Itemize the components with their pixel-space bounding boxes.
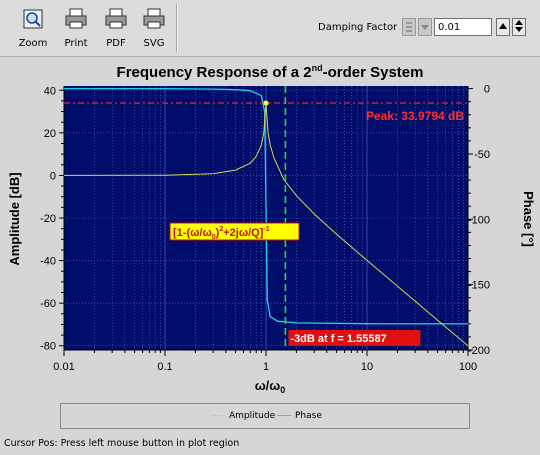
damping-wheel-down[interactable]	[402, 18, 416, 36]
cutoff-label-text: -3dB at f = 1.55587	[290, 333, 386, 345]
legend-phase-label: Phase	[295, 411, 322, 421]
zoom-button[interactable]: Zoom	[14, 6, 52, 52]
damping-factor-input[interactable]	[434, 18, 492, 36]
wheel-icon	[406, 22, 412, 32]
legend-item-amplitude[interactable]: Amplitude	[211, 411, 275, 421]
x-axis-tick-label: 10	[361, 361, 373, 373]
legend: Amplitude Phase	[60, 403, 470, 429]
svg-button-label: SVG	[143, 38, 165, 49]
damping-dropdown[interactable]	[418, 18, 432, 36]
left-axis-tick-label: 40	[44, 85, 56, 97]
svg-icon	[143, 8, 165, 29]
pdf-button-label: PDF	[106, 38, 126, 49]
left-axis-tick-label: 20	[44, 128, 56, 140]
frequency-response-plot[interactable]: Frequency Response of a 2nd-order System…	[2, 57, 538, 399]
peak-point	[263, 100, 269, 106]
zoom-button-label: Zoom	[18, 38, 48, 49]
toolbar: Zoom Print PDF SVG Damping Factor	[0, 0, 540, 57]
left-axis-tick-label: 0	[50, 170, 56, 182]
arrow-up-down-icon	[515, 20, 523, 32]
legend-item-phase[interactable]: Phase	[277, 411, 322, 421]
left-axis-title: Amplitude [dB]	[7, 172, 22, 265]
cutoff-label: -3dB at f = 1.55587	[288, 330, 421, 346]
print-button[interactable]: Print	[57, 6, 95, 52]
x-axis-tick-label: 100	[459, 361, 477, 373]
svg-button[interactable]: SVG	[135, 6, 173, 52]
right-axis-tick-label: 0	[484, 84, 490, 96]
right-axis-tick-label: -50	[474, 149, 490, 161]
damping-factor-label: Damping Factor	[318, 22, 398, 33]
damping-step-button[interactable]	[512, 18, 526, 36]
chevron-down-icon	[421, 25, 429, 30]
amplitude-swatch	[211, 415, 225, 416]
left-axis-tick-label: -20	[40, 213, 56, 225]
x-axis-tick-label: 0.1	[157, 361, 172, 373]
plot-title: Frequency Response of a 2nd-order System	[117, 63, 424, 81]
right-axis-tick-label: -200	[468, 345, 490, 357]
plot-frame: Frequency Response of a 2nd-order System…	[2, 57, 538, 399]
formula-label-text: [1-(ω/ω0)2+2jω/Q]-1	[173, 226, 270, 241]
x-axis-title: ω/ω0	[255, 378, 286, 395]
zoom-icon	[23, 9, 43, 29]
phase-swatch	[277, 415, 291, 416]
left-axis: 40 20 0 -20 -40 -60 -80	[40, 85, 65, 353]
print-button-label: Print	[64, 38, 88, 49]
right-axis-tick-label: -100	[468, 214, 490, 226]
pdf-icon	[105, 8, 127, 29]
legend-amplitude-label: Amplitude	[229, 411, 276, 421]
right-axis-title: Phase [°]	[521, 191, 536, 247]
right-axis: 0 -50 -100 -150 -200	[467, 84, 490, 357]
status-bar: Cursor Pos: Press left mouse button in p…	[4, 438, 240, 449]
left-axis-tick-label: -40	[40, 256, 56, 268]
pdf-button[interactable]: PDF	[97, 6, 135, 52]
damping-increase-button[interactable]	[496, 18, 510, 36]
formula-label: [1-(ω/ω0)2+2jω/Q]-1	[169, 222, 300, 241]
left-axis-tick-label: -60	[40, 298, 56, 310]
toolbar-separator	[176, 4, 178, 52]
x-axis-tick-label: 0.01	[53, 361, 74, 373]
left-axis-tick-label: -80	[40, 341, 56, 353]
amplitude-curve	[63, 102, 469, 347]
peak-label: Peak: 33.9794 dB	[366, 109, 464, 123]
printer-icon	[65, 8, 87, 29]
right-axis-tick-label: -150	[468, 280, 490, 292]
arrow-up-icon	[499, 23, 507, 29]
x-axis-tick-label: 1	[263, 361, 269, 373]
phase-curve	[63, 87, 469, 325]
x-axis: 0.01 0.1 1 10 100	[53, 349, 477, 373]
